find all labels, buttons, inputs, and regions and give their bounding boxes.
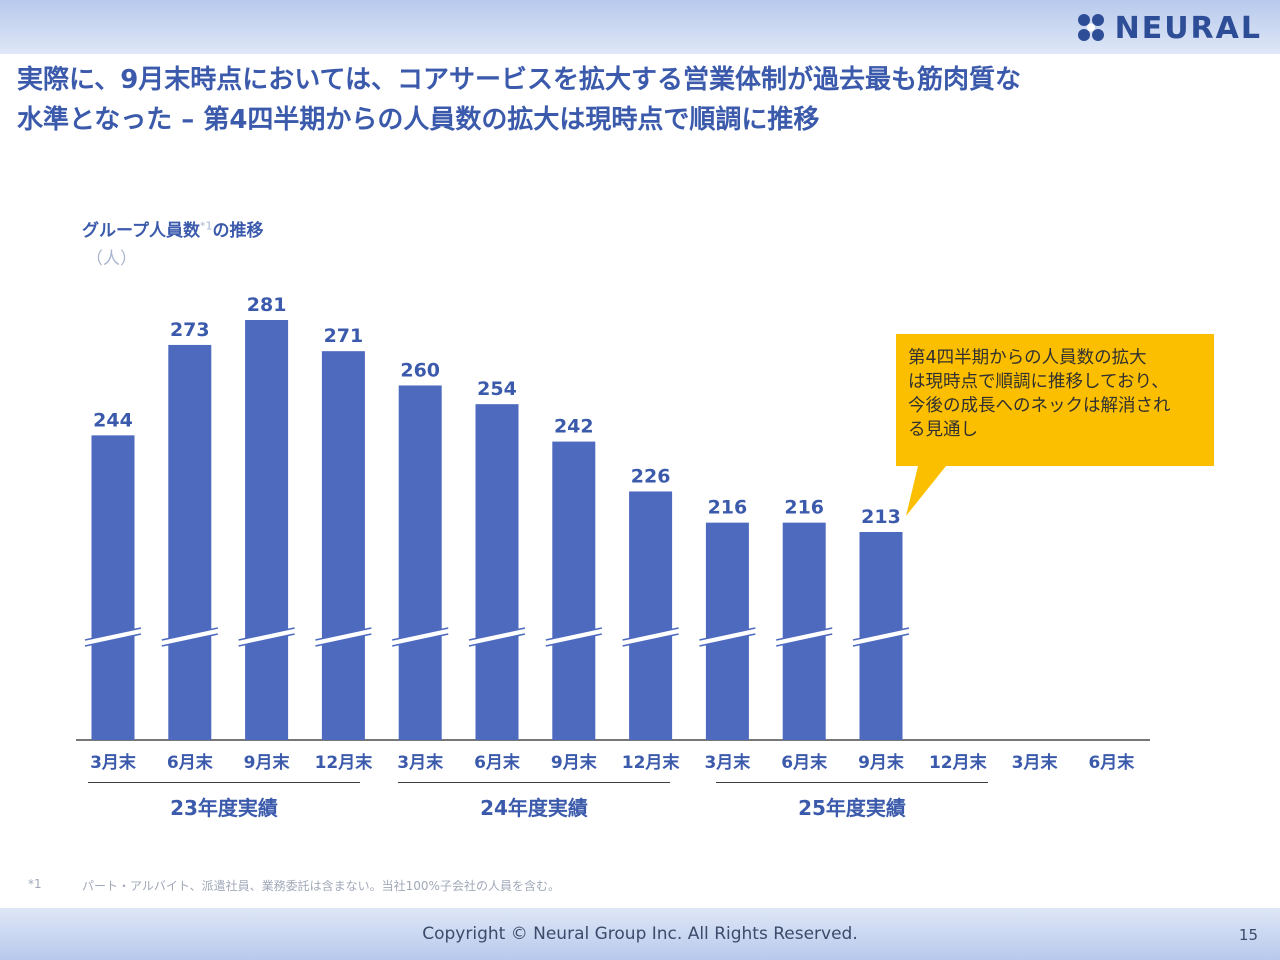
data-label-3: 271 xyxy=(324,325,364,347)
axis-break-line-bottom-1 xyxy=(161,633,218,647)
bar-4 xyxy=(398,385,442,740)
x-tick-label-4: 3月末 xyxy=(397,752,444,773)
axis-break-line-bottom-5 xyxy=(468,633,526,647)
axis-break-gap-1 xyxy=(161,628,218,646)
axis-break-line-top-8 xyxy=(699,627,756,641)
axis-break-line-bottom-7 xyxy=(622,633,679,647)
copyright-text: Copyright © Neural Group Inc. All Rights… xyxy=(422,924,858,944)
bar-2 xyxy=(245,320,289,740)
axis-break-line-bottom-2 xyxy=(238,633,295,647)
page-title-line2: 水準となった – 第4四半期からの人員数の拡大は現時点で順調に推移 xyxy=(17,105,820,135)
x-tick-label-5: 6月末 xyxy=(474,752,521,773)
group-label-fy25: 25年度実績 xyxy=(798,796,906,820)
page-number: 15 xyxy=(1238,926,1258,944)
chart-title: グループ人員数*1の推移 xyxy=(82,216,263,241)
axis-break-line-bottom-6 xyxy=(545,633,602,647)
page-title-line1: 実際に、9月末時点においては、コアサービスを拡大する営業体制が過去最も筋肉質な xyxy=(17,65,1022,95)
x-tick-label-12: 3月末 xyxy=(1012,752,1059,773)
footer-band xyxy=(0,908,1280,960)
group-line-fy24 xyxy=(398,782,670,783)
company-logo: NEURAL xyxy=(1073,10,1262,46)
callout-text: 第4四半期からの人員数の拡大 は現時点で順調に推移しており、 今後の成長へのネッ… xyxy=(908,348,1171,440)
x-tick-label-6: 9月末 xyxy=(551,752,598,773)
chart-unit-label: （人） xyxy=(86,249,137,269)
axis-break-line-top-10 xyxy=(852,627,910,641)
callout-box: 第4四半期からの人員数の拡大 は現時点で順調に推移しており、 今後の成長へのネッ… xyxy=(896,334,1214,466)
x-tick-label-8: 3月末 xyxy=(704,752,751,773)
chart-title-text: グループ人員数 xyxy=(82,221,200,241)
group-label-fy23: 23年度実績 xyxy=(170,796,278,820)
group-line-fy25 xyxy=(716,782,988,783)
axis-break-line-top-9 xyxy=(776,627,833,641)
x-tick-label-0: 3月末 xyxy=(90,752,137,773)
axis-break-gap-5 xyxy=(469,628,525,646)
group-label-fy24: 24年度実績 xyxy=(480,796,588,820)
fiscal-year-groups: 23年度実績 24年度実績 25年度実績 xyxy=(0,778,1280,828)
axis-break-line-bottom-3 xyxy=(315,633,372,647)
footnote-mark: *1 xyxy=(28,877,42,891)
data-label-8: 216 xyxy=(708,497,748,519)
x-tick-label-7: 12月末 xyxy=(622,752,681,773)
axis-break-line-bottom-4 xyxy=(392,633,449,647)
footnote-text: パート・アルバイト、派遣社員、業務委託は含まない。当社100%子会社の人員を含む… xyxy=(82,879,560,893)
x-tick-label-11: 12月末 xyxy=(929,752,988,773)
callout-pointer-triangle xyxy=(906,466,946,516)
axis-break-line-top-6 xyxy=(545,627,602,641)
data-label-5: 254 xyxy=(477,378,517,400)
axis-break-line-top-1 xyxy=(161,627,218,641)
bar-6 xyxy=(552,441,596,740)
x-tick-label-1: 6月末 xyxy=(167,752,214,773)
x-tick-label-2: 9月末 xyxy=(244,752,291,773)
axis-break-gap-7 xyxy=(622,628,679,646)
chart-title-footnote-mark: *1 xyxy=(199,219,213,233)
data-label-0: 244 xyxy=(93,409,133,431)
logo-mark-icon xyxy=(1077,14,1104,41)
bar-7 xyxy=(629,491,673,740)
x-tick-label-13: 6月末 xyxy=(1088,752,1135,773)
logo-text: NEURAL xyxy=(1114,10,1262,46)
header-band xyxy=(0,0,1280,54)
data-label-2: 281 xyxy=(247,294,287,316)
axis-break-gap-8 xyxy=(699,628,756,646)
data-label-1: 273 xyxy=(170,319,210,341)
bar-5 xyxy=(475,404,519,740)
bar-3 xyxy=(321,351,365,740)
axis-break-gap-9 xyxy=(776,628,833,646)
axis-break-line-bottom-10 xyxy=(852,633,910,647)
axis-break-gap-10 xyxy=(853,628,909,646)
x-tick-label-3: 12月末 xyxy=(315,752,374,773)
bar-0 xyxy=(91,435,135,740)
axis-break-gap-2 xyxy=(238,628,295,646)
data-label-9: 216 xyxy=(784,497,824,519)
data-label-10: 213 xyxy=(861,506,901,528)
page-title: 実際に、9月末時点においては、コアサービスを拡大する営業体制が過去最も筋肉質な … xyxy=(17,60,1267,140)
x-tick-label-10: 9月末 xyxy=(858,752,905,773)
axis-break-gap-3 xyxy=(315,628,372,646)
axis-break-line-top-5 xyxy=(468,627,526,641)
axis-break-line-top-3 xyxy=(315,627,372,641)
axis-break-line-top-0 xyxy=(84,627,142,641)
data-label-4: 260 xyxy=(400,359,440,381)
group-line-fy23 xyxy=(88,782,360,783)
axis-break-line-bottom-9 xyxy=(776,633,833,647)
axis-break-line-top-2 xyxy=(238,627,295,641)
data-label-7: 226 xyxy=(631,465,671,487)
x-tick-label-9: 6月末 xyxy=(781,752,828,773)
axis-break-gap-0 xyxy=(85,628,141,646)
chart-title-suffix: の推移 xyxy=(212,221,264,241)
data-label-6: 242 xyxy=(554,416,594,438)
axis-break-line-top-4 xyxy=(392,627,449,641)
axis-break-line-top-7 xyxy=(622,627,679,641)
axis-break-gap-6 xyxy=(545,628,602,646)
bar-1 xyxy=(168,344,212,740)
axis-break-line-bottom-0 xyxy=(84,633,142,647)
headcount-bar-chart: 244 3月末 273 6月末 281 9月末 271 12月末 260 3月末 254 6月末 242… xyxy=(76,294,1150,773)
axis-break-gap-4 xyxy=(392,628,449,646)
axis-break-line-bottom-8 xyxy=(699,633,756,647)
